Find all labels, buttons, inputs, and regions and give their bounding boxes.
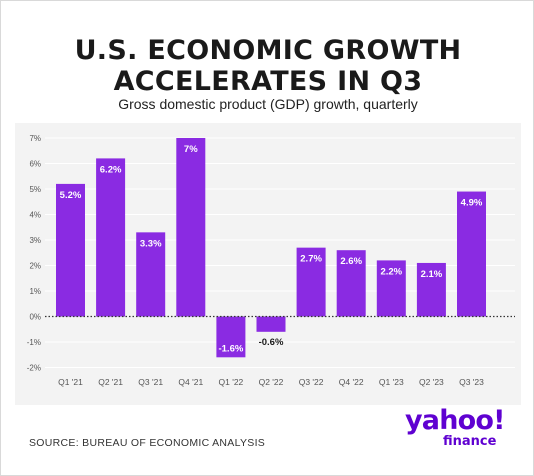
y-tick-label: 0% (29, 313, 41, 322)
x-category-label: Q2 '22 (259, 377, 284, 387)
y-tick-label: 3% (29, 236, 41, 245)
x-category-label: Q3 '22 (299, 377, 324, 387)
bar-value-label: 4.9% (461, 198, 483, 209)
bar (296, 247, 326, 317)
bar-value-label: -0.6% (259, 337, 284, 348)
y-tick-label: 1% (29, 287, 41, 296)
bar (336, 250, 366, 317)
bar-value-label: 6.2% (100, 164, 122, 175)
bar (176, 138, 206, 317)
bar-value-label: 2.6% (340, 256, 362, 267)
y-tick-label: 7% (29, 134, 41, 143)
chart-title: U.S. ECONOMIC GROWTH ACCELERATES IN Q3 (1, 35, 534, 97)
y-tick-label: -1% (27, 338, 41, 347)
bar (96, 158, 126, 317)
bar (376, 260, 406, 317)
bar-value-label: 2.7% (300, 254, 322, 265)
bar-value-label: 3.3% (140, 238, 162, 249)
x-category-label: Q3 '23 (459, 377, 484, 387)
y-tick-label: 6% (29, 160, 41, 169)
y-tick-label: -2% (27, 364, 41, 373)
y-tick-label: 5% (29, 185, 41, 194)
bar-value-label: 5.2% (60, 190, 82, 201)
title-line-1: U.S. ECONOMIC GROWTH (74, 35, 462, 66)
logo-wordmark: yahoo! (405, 405, 505, 436)
bar (457, 191, 486, 317)
title-line-2: ACCELERATES IN Q3 (113, 66, 423, 97)
bar (256, 316, 286, 332)
yahoo-finance-logo: yahoo! finance (405, 405, 509, 457)
bar-value-label: 7% (184, 144, 198, 155)
x-category-label: Q4 '22 (339, 377, 364, 387)
bar (216, 316, 246, 358)
logo-subtext: finance (443, 434, 497, 449)
y-tick-label: 4% (29, 211, 41, 220)
bar-value-label: 2.2% (380, 266, 402, 277)
bar-value-label: -1.6% (218, 343, 243, 354)
x-category-label: Q1 '21 (58, 377, 83, 387)
x-category-label: Q3 '21 (138, 377, 163, 387)
bar (136, 232, 166, 317)
chart-subtitle: Gross domestic product (GDP) growth, qua… (118, 96, 418, 112)
x-category-label: Q2 '23 (419, 377, 444, 387)
x-category-label: Q1 '22 (219, 377, 244, 387)
x-category-label: Q4 '21 (178, 377, 203, 387)
y-tick-label: 2% (29, 262, 41, 271)
bar-chart: 7% 6% 5% 4% 3% 2% 1% 0% -1% -2% 5.2% 6.2% 3.3% 7% -1.6… (27, 134, 515, 387)
bar (416, 262, 446, 317)
source-note: SOURCE: BUREAU OF ECONOMIC ANALYSIS (29, 437, 266, 449)
x-category-label: Q2 '21 (98, 377, 123, 387)
plot-area: 7% 6% 5% 4% 3% 2% 1% 0% -1% -2% 5.2% 6.2% 3.3% 7% -1.6… (15, 123, 521, 405)
bar (56, 183, 85, 317)
x-category-label: Q1 '23 (379, 377, 404, 387)
bar-value-label: 2.1% (421, 269, 443, 280)
